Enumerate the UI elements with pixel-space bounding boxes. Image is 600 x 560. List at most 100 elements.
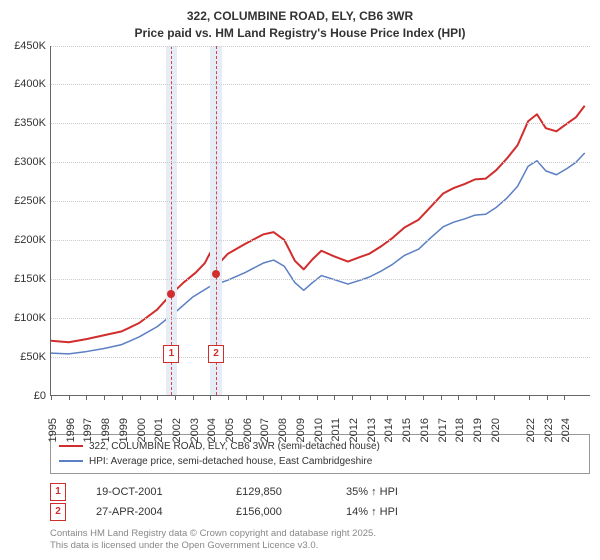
y-tick-label: £100K — [1, 312, 46, 324]
annotation-row: 119-OCT-2001£129,85035% ↑ HPI — [50, 482, 590, 502]
y-gridline — [51, 318, 590, 319]
x-tick — [547, 395, 548, 400]
x-tick-label: 2012 — [348, 418, 360, 442]
annotation-price: £156,000 — [236, 506, 316, 518]
chart-container: 322, COLUMBINE ROAD, ELY, CB6 3WR Price … — [0, 0, 600, 552]
y-gridline — [51, 46, 590, 47]
legend-swatch — [59, 460, 83, 462]
x-tick-label: 2022 — [525, 418, 537, 442]
x-tick — [104, 395, 105, 400]
x-tick — [317, 395, 318, 400]
annotation-dot — [212, 270, 220, 278]
legend-swatch — [59, 445, 83, 447]
x-tick-label: 2016 — [419, 418, 431, 442]
x-tick-label: 2017 — [437, 418, 449, 442]
x-tick — [281, 395, 282, 400]
x-tick — [175, 395, 176, 400]
x-tick — [193, 395, 194, 400]
x-tick — [334, 395, 335, 400]
annotation-marker: 2 — [208, 345, 224, 363]
x-tick-label: 2001 — [153, 418, 165, 442]
x-tick-label: 2006 — [242, 418, 254, 442]
y-gridline — [51, 123, 590, 124]
x-tick — [352, 395, 353, 400]
x-tick — [299, 395, 300, 400]
y-tick-label: £0 — [1, 390, 46, 402]
x-tick — [157, 395, 158, 400]
x-tick-label: 2010 — [313, 418, 325, 442]
x-tick-label: 1999 — [118, 418, 130, 442]
annotation-row: 2 27-APR-2004 £156,000 14% ↑ HPI — [50, 502, 590, 522]
series-line — [51, 153, 585, 354]
legend-label: HPI: Average price, semi-detached house,… — [89, 454, 372, 469]
x-tick-label: 1998 — [100, 418, 112, 442]
legend-item: HPI: Average price, semi-detached house,… — [59, 454, 581, 469]
chart-title-sub: Price paid vs. HM Land Registry's House … — [0, 25, 600, 42]
annotation-vline — [216, 46, 217, 395]
annotation-price: £129,850 — [236, 486, 316, 498]
y-gridline — [51, 279, 590, 280]
x-tick — [529, 395, 530, 400]
x-tick-label: 2009 — [295, 418, 307, 442]
x-tick — [246, 395, 247, 400]
x-tick — [387, 395, 388, 400]
credits-line: Contains HM Land Registry data © Crown c… — [50, 528, 590, 540]
x-tick-label: 1995 — [47, 418, 59, 442]
credits-line: This data is licensed under the Open Gov… — [50, 540, 590, 552]
y-tick-label: £450K — [1, 40, 46, 52]
x-tick-label: 2024 — [560, 418, 572, 442]
x-tick — [405, 395, 406, 400]
x-tick — [494, 395, 495, 400]
y-tick-label: £400K — [1, 78, 46, 90]
x-tick — [69, 395, 70, 400]
x-tick — [122, 395, 123, 400]
line-layer — [51, 46, 590, 395]
annotation-marker-inline: 1 — [50, 483, 66, 501]
x-tick-label: 2004 — [206, 418, 218, 442]
series-line — [51, 105, 585, 342]
y-gridline — [51, 240, 590, 241]
credits: Contains HM Land Registry data © Crown c… — [50, 528, 590, 553]
x-tick — [423, 395, 424, 400]
below-chart: 322, COLUMBINE ROAD, ELY, CB6 3WR (semi-… — [50, 434, 590, 553]
x-tick-label: 2019 — [472, 418, 484, 442]
annotation-delta: 14% ↑ HPI — [346, 506, 446, 518]
x-tick — [140, 395, 141, 400]
x-tick — [86, 395, 87, 400]
x-tick-label: 2008 — [277, 418, 289, 442]
x-tick-label: 2023 — [543, 418, 555, 442]
x-tick — [458, 395, 459, 400]
chart-titles: 322, COLUMBINE ROAD, ELY, CB6 3WR Price … — [0, 8, 600, 42]
annotation-date: 27-APR-2004 — [96, 506, 206, 518]
x-tick-label: 1997 — [82, 418, 94, 442]
annotation-vline — [171, 46, 172, 395]
x-tick-label: 2003 — [189, 418, 201, 442]
x-tick — [228, 395, 229, 400]
annotation-delta: 35% ↑ HPI — [346, 486, 446, 498]
y-tick-label: £350K — [1, 117, 46, 129]
y-gridline — [51, 84, 590, 85]
x-tick — [564, 395, 565, 400]
x-tick — [441, 395, 442, 400]
x-tick-label: 2005 — [224, 418, 236, 442]
y-gridline — [51, 201, 590, 202]
x-tick-label: 2014 — [383, 418, 395, 442]
x-tick-label: 2020 — [490, 418, 502, 442]
y-gridline — [51, 357, 590, 358]
chart-title-address: 322, COLUMBINE ROAD, ELY, CB6 3WR — [0, 8, 600, 25]
annotation-dot — [167, 290, 175, 298]
annotation-marker: 1 — [163, 345, 179, 363]
y-gridline — [51, 162, 590, 163]
y-tick-label: £200K — [1, 234, 46, 246]
x-tick-label: 2000 — [136, 418, 148, 442]
x-tick-label: 1996 — [65, 418, 77, 442]
annotation-table: 119-OCT-2001£129,85035% ↑ HPI227-APR-200… — [50, 482, 590, 522]
x-tick-label: 2015 — [401, 418, 413, 442]
x-tick — [51, 395, 52, 400]
x-tick — [263, 395, 264, 400]
x-tick — [476, 395, 477, 400]
x-tick-label: 2013 — [366, 418, 378, 442]
annotation-marker-inline: 2 — [50, 503, 66, 521]
y-tick-label: £50K — [1, 351, 46, 363]
y-tick-label: £250K — [1, 195, 46, 207]
